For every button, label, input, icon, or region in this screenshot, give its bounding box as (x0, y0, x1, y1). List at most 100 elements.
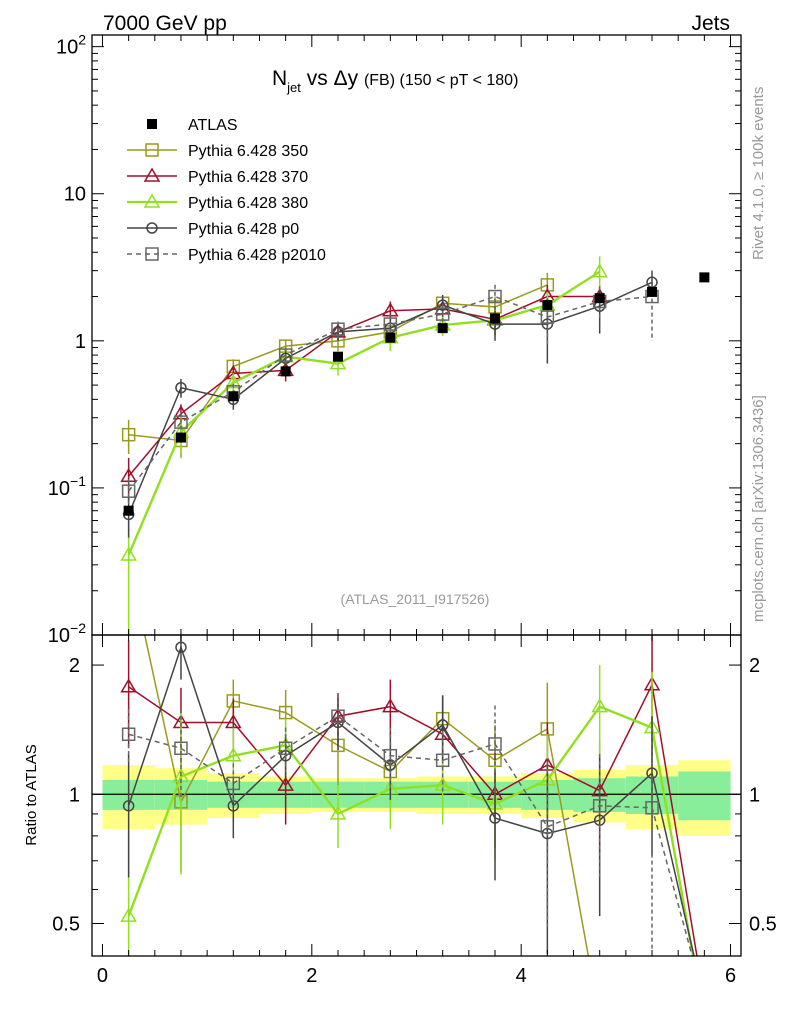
ratio-clip-group (120, 635, 698, 956)
ratio-tick-label-right-2: 0.5 (749, 913, 777, 935)
legend-entry-0: ATLAS (147, 117, 238, 134)
legend-label-1: Pythia 6.428 350 (188, 143, 308, 160)
ratio-point-4-1 (174, 741, 188, 756)
rivet-version-text: Rivet 4.1.0, ≥ 100k events (750, 87, 767, 260)
title-sub: jet (286, 80, 301, 95)
analysis-id: (ATLAS_2011_I917526) (341, 591, 490, 607)
main-point-2-4 (329, 355, 347, 370)
chart-title: Njet vs Δy (FB) (150 < pT < 180) (272, 67, 518, 95)
ratio-line-0 (143, 635, 590, 956)
data-point-0 (123, 505, 134, 516)
main-series (120, 256, 710, 635)
ratio-point-3-0 (122, 800, 135, 812)
legend-marker-2 (143, 167, 161, 182)
legend-label-3: Pythia 6.428 380 (188, 195, 308, 212)
ratio-line-4 (128, 715, 693, 956)
main-point-2-0 (120, 546, 137, 561)
main-data-series (123, 272, 710, 516)
ratio-point-4-5 (383, 748, 398, 763)
main-point-4-5 (383, 317, 398, 331)
data-point-5 (385, 332, 396, 343)
legend-entry-4: Pythia 6.428 p0 (127, 221, 299, 238)
main-point-4-3 (278, 348, 293, 362)
x-tick-label-3: 6 (725, 965, 736, 987)
ratio-point-3-7 (489, 812, 501, 824)
main-series-1 (120, 284, 608, 503)
x-tick-label-0: 0 (97, 965, 108, 987)
main-clip-group (120, 256, 710, 635)
legend-marker-0 (147, 119, 157, 129)
ratio-point-2-4 (329, 805, 347, 820)
main-line-2 (127, 270, 601, 556)
ratio-series-4 (121, 693, 693, 956)
main-point-4-1 (174, 415, 188, 429)
legend-entry-1: Pythia 6.428 350 (127, 143, 308, 160)
main-point-4-7 (488, 289, 502, 304)
ratio-tick-label-left-0: 2 (69, 655, 80, 677)
data-point-8 (542, 300, 553, 311)
ratio-tick-label-left-1: 1 (69, 784, 80, 806)
ratio-point-4-9 (592, 799, 607, 813)
data-point-2 (228, 391, 239, 402)
main-point-4-0 (121, 484, 136, 498)
ratio-point-0-3 (278, 705, 293, 720)
axes: 0 2 4 6 102 10 1 10−1 10−2 2 2 1 1 0.5 0.5 (48, 32, 777, 987)
ratio-point-2-9 (591, 698, 608, 713)
legend-label-5: Pythia 6.428 p2010 (188, 247, 326, 264)
main-point-3-6 (436, 299, 449, 311)
data-point-11 (699, 272, 710, 283)
legend: ATLAS Pythia 6.428 350 Pythia 6.428 370 Pyt… (127, 117, 326, 264)
y-tick-label-1: 10 (64, 184, 86, 206)
legend-entry-2: Pythia 6.428 370 (127, 167, 308, 186)
mcplots-source-text: mcplots.cern.ch [arXiv:1306.3436] (750, 395, 767, 622)
y-tick-label-0: 102 (56, 32, 86, 59)
main-point-0-0 (121, 427, 136, 442)
main-point-2-9 (591, 263, 608, 278)
title-n: N (272, 67, 287, 90)
ratio-series (120, 635, 698, 956)
ratio-point-2-2 (225, 747, 242, 762)
ratio-tick-label-left-2: 0.5 (52, 913, 80, 935)
title-range: (150 < pT < 180) (395, 72, 518, 89)
main-line-4 (128, 295, 653, 492)
ratio-point-4-6 (435, 753, 450, 768)
legend-marker-5 (145, 247, 159, 261)
data-point-10 (647, 286, 658, 297)
data-point-1 (175, 432, 186, 443)
legend-marker-1 (145, 143, 159, 157)
ratio-point-4-3 (278, 741, 293, 756)
main-point-4-4 (331, 322, 345, 336)
data-point-6 (437, 323, 448, 334)
legend-entry-5: Pythia 6.428 p2010 (127, 247, 326, 264)
y-tick-label-4: 10−2 (48, 620, 86, 647)
legend-marker-3 (143, 193, 161, 208)
ratio-point-1-0 (120, 678, 137, 693)
data-point-4 (332, 351, 343, 362)
y-tick-label-2: 1 (75, 331, 86, 353)
ratio-point-3-6 (436, 719, 449, 731)
ratio-line-3 (127, 644, 695, 956)
ratio-line-1 (128, 682, 698, 956)
main-series-4 (121, 270, 659, 507)
y-tick-label-3: 10−1 (48, 473, 86, 500)
ratio-tick-label-right-1: 1 (749, 784, 760, 806)
ratio-axis-label: Ratio to ATLAS (23, 744, 40, 845)
ratio-point-4-7 (488, 737, 502, 751)
main-series-2 (120, 256, 608, 635)
ratio-point-4-10 (645, 801, 659, 815)
ratio-point-1-5 (382, 698, 399, 713)
ratio-point-1-3 (277, 776, 294, 791)
band-inner-11 (678, 771, 731, 821)
data-point-3 (280, 366, 291, 377)
header-left: 7000 GeV pp (103, 12, 227, 35)
main-point-4-8 (540, 310, 555, 324)
legend-marker-4 (146, 222, 158, 234)
ratio-point-2-0 (120, 907, 137, 922)
data-point-7 (490, 313, 501, 324)
ratio-line-2 (127, 705, 695, 956)
title-fb: (FB) (364, 72, 395, 89)
ratio-tick-label-right-0: 2 (749, 655, 760, 677)
ratio-point-1-2 (225, 713, 242, 729)
legend-entry-3: Pythia 6.428 380 (127, 193, 308, 212)
